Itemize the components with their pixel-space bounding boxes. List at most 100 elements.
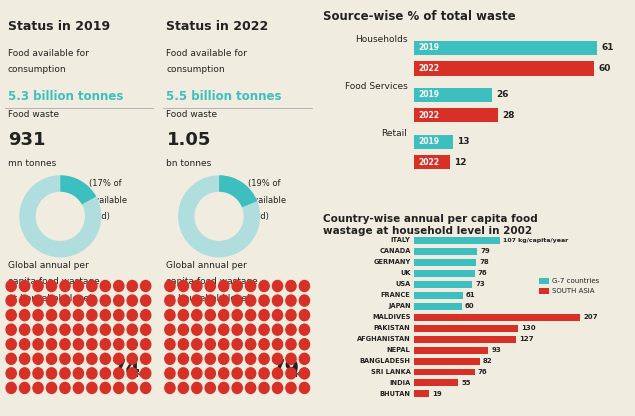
Circle shape <box>140 382 150 394</box>
Wedge shape <box>219 175 257 207</box>
Text: Global annual per: Global annual per <box>8 261 88 270</box>
Circle shape <box>20 295 30 306</box>
Circle shape <box>218 382 229 394</box>
Text: 2019: 2019 <box>418 137 439 146</box>
Text: Source-wise % of total waste: Source-wise % of total waste <box>323 10 515 23</box>
Text: 74: 74 <box>112 359 141 379</box>
Circle shape <box>73 295 84 306</box>
Circle shape <box>33 339 43 350</box>
Circle shape <box>46 353 57 364</box>
Circle shape <box>87 353 97 364</box>
Text: at household level: at household level <box>166 294 250 302</box>
Text: JAPAN: JAPAN <box>388 303 411 309</box>
Circle shape <box>87 324 97 335</box>
Circle shape <box>60 280 70 292</box>
Text: 26: 26 <box>497 90 509 99</box>
Text: 61: 61 <box>601 44 614 52</box>
Circle shape <box>205 280 215 292</box>
Circle shape <box>286 368 296 379</box>
Circle shape <box>46 280 57 292</box>
Text: SRI LANKA: SRI LANKA <box>371 369 411 375</box>
FancyBboxPatch shape <box>414 259 476 266</box>
Circle shape <box>6 353 17 364</box>
Text: kg: kg <box>136 369 150 379</box>
Circle shape <box>73 368 84 379</box>
Text: consumption: consumption <box>166 65 225 74</box>
Text: 107 kg/capita/year: 107 kg/capita/year <box>503 238 568 243</box>
Circle shape <box>33 295 43 306</box>
Circle shape <box>272 353 283 364</box>
Circle shape <box>87 368 97 379</box>
Circle shape <box>114 353 124 364</box>
Circle shape <box>178 382 189 394</box>
Circle shape <box>100 280 110 292</box>
FancyBboxPatch shape <box>414 88 491 102</box>
Circle shape <box>286 295 296 306</box>
Text: 19: 19 <box>432 391 442 397</box>
Text: 931: 931 <box>8 131 45 149</box>
Text: 130: 130 <box>521 325 536 331</box>
Circle shape <box>127 295 137 306</box>
FancyBboxPatch shape <box>414 237 500 244</box>
Text: ITALY: ITALY <box>391 237 411 243</box>
Text: bn tonnes: bn tonnes <box>166 159 211 168</box>
Text: Global annual per: Global annual per <box>166 261 247 270</box>
Text: 82: 82 <box>483 358 492 364</box>
Text: 12: 12 <box>455 158 467 167</box>
Text: (19% of: (19% of <box>248 179 281 188</box>
Text: SOUTH ASIA: SOUTH ASIA <box>552 288 594 294</box>
Circle shape <box>232 339 243 350</box>
Circle shape <box>60 353 70 364</box>
Circle shape <box>178 339 189 350</box>
FancyBboxPatch shape <box>414 357 479 364</box>
Circle shape <box>100 339 110 350</box>
Circle shape <box>286 382 296 394</box>
Text: 28: 28 <box>502 111 515 120</box>
Circle shape <box>6 310 17 321</box>
Circle shape <box>46 382 57 394</box>
Circle shape <box>178 280 189 292</box>
Circle shape <box>165 353 175 364</box>
Text: 5.3 billion tonnes: 5.3 billion tonnes <box>8 90 123 103</box>
Circle shape <box>127 382 137 394</box>
Circle shape <box>232 295 243 306</box>
Circle shape <box>218 280 229 292</box>
Circle shape <box>114 368 124 379</box>
Circle shape <box>60 310 70 321</box>
Circle shape <box>246 295 256 306</box>
Text: Households: Households <box>355 35 408 44</box>
Circle shape <box>218 339 229 350</box>
Circle shape <box>272 295 283 306</box>
Circle shape <box>114 280 124 292</box>
FancyBboxPatch shape <box>414 391 429 397</box>
Circle shape <box>46 310 57 321</box>
Circle shape <box>100 368 110 379</box>
Text: 2019: 2019 <box>418 90 439 99</box>
Text: Status in 2022: Status in 2022 <box>166 20 269 33</box>
Circle shape <box>286 280 296 292</box>
Circle shape <box>100 353 110 364</box>
Circle shape <box>87 339 97 350</box>
Circle shape <box>259 353 269 364</box>
Circle shape <box>165 280 175 292</box>
FancyBboxPatch shape <box>414 324 518 332</box>
Text: USA: USA <box>396 281 411 287</box>
Text: 73: 73 <box>476 281 485 287</box>
Circle shape <box>286 310 296 321</box>
Circle shape <box>114 310 124 321</box>
Circle shape <box>192 310 202 321</box>
Circle shape <box>127 368 137 379</box>
Circle shape <box>232 324 243 335</box>
Circle shape <box>60 295 70 306</box>
Circle shape <box>87 310 97 321</box>
Circle shape <box>100 295 110 306</box>
FancyBboxPatch shape <box>414 41 597 55</box>
Text: 1.05: 1.05 <box>166 131 211 149</box>
FancyBboxPatch shape <box>414 369 475 376</box>
Circle shape <box>232 310 243 321</box>
Circle shape <box>140 295 150 306</box>
Text: Country-wise annual per capita food: Country-wise annual per capita food <box>323 214 537 224</box>
Circle shape <box>33 353 43 364</box>
Text: Food available for: Food available for <box>8 49 89 58</box>
Circle shape <box>232 368 243 379</box>
